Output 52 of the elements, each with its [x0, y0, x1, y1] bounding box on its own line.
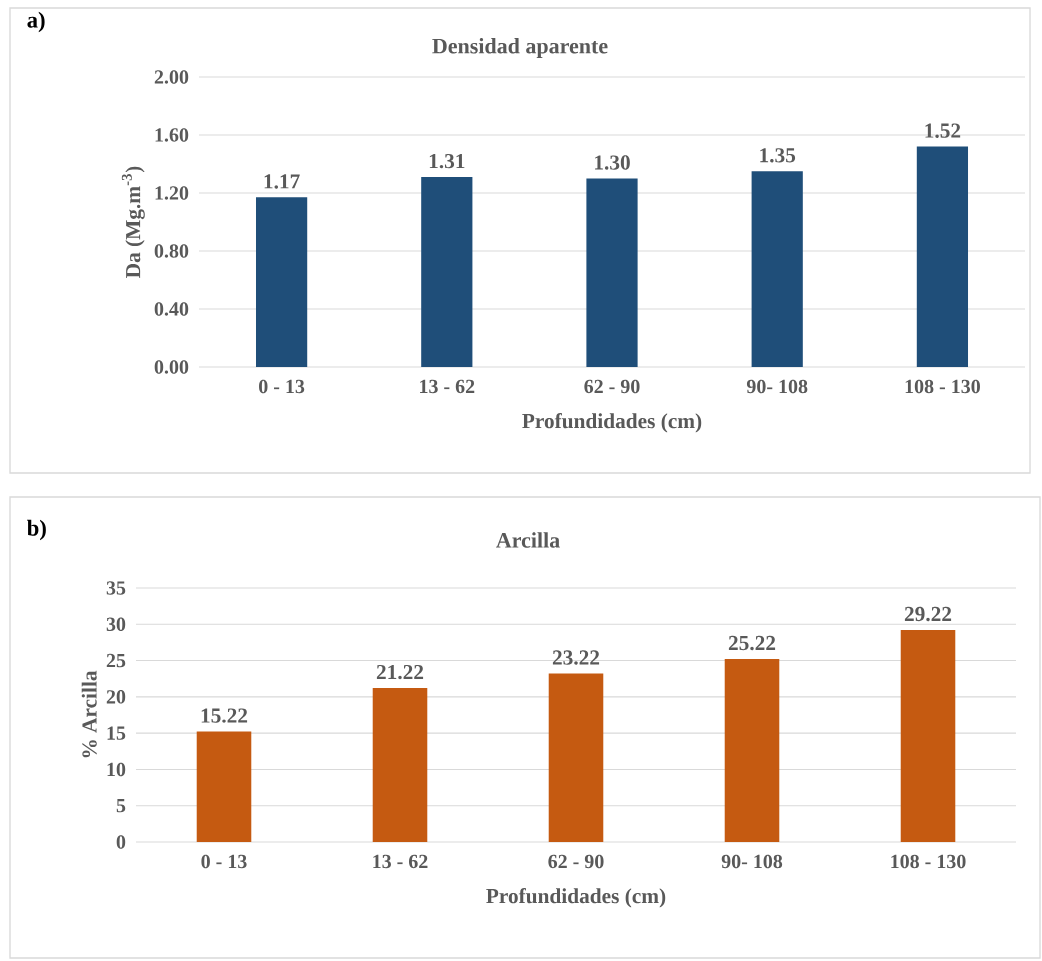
- chart-title: Arcilla: [496, 532, 560, 548]
- bar: [916, 146, 969, 368]
- y-tick-label: 15: [107, 726, 126, 740]
- bar: [751, 171, 803, 368]
- x-tick-label: 62 - 90: [548, 854, 604, 869]
- x-tick-label: 90- 108: [746, 379, 808, 394]
- x-tick-label: 108 - 130: [905, 379, 980, 394]
- data-label: 29.22: [904, 606, 952, 622]
- data-label: 1.30: [595, 155, 630, 170]
- chart-title: Densidad aparente: [432, 38, 608, 58]
- x-tick-label: 0 - 13: [201, 854, 247, 869]
- y-tick-label: 0.80: [154, 244, 189, 258]
- bar: [900, 629, 956, 843]
- y-axis-title: % Arcilla: [81, 670, 97, 758]
- data-label: 1.35: [760, 148, 796, 163]
- y-tick-label: 20: [106, 690, 126, 704]
- x-axis-title: Profundidades (cm): [522, 413, 702, 433]
- x-tick-label: 0 - 13: [259, 379, 305, 394]
- data-label: 1.17: [264, 174, 300, 189]
- y-tick-label: 0: [116, 835, 126, 849]
- bar: [586, 178, 638, 368]
- y-tick-label: 1.60: [155, 128, 189, 142]
- x-axis-title: Profundidades (cm): [486, 888, 666, 908]
- y-tick-label: 25: [106, 653, 126, 668]
- x-tick-label: 13 - 62: [420, 379, 475, 394]
- bar: [724, 658, 780, 843]
- y-tick-label: 30: [106, 617, 126, 632]
- y-tick-label: 0.00: [154, 360, 189, 374]
- data-label: 21.22: [376, 664, 424, 680]
- text: a): [27, 11, 45, 33]
- bar: [196, 731, 252, 843]
- data-label: 23.22: [552, 650, 600, 665]
- x-tick-label: 13 - 62: [373, 854, 428, 869]
- y-tick-label: 5: [116, 799, 126, 813]
- y-tick-label: 35: [106, 581, 126, 595]
- bar: [421, 177, 473, 368]
- y-axis-title: Da (Mg.m$^{-3}$): [121, 166, 145, 278]
- y-tick-label: 2.00: [154, 70, 189, 84]
- data-label: 1.31: [429, 153, 465, 169]
- data-label: 15.22: [201, 708, 248, 723]
- text: b): [27, 519, 46, 541]
- bar: [548, 673, 604, 843]
- bar: [256, 197, 308, 368]
- y-tick-label: 0.40: [154, 302, 189, 316]
- y-tick-label: 1.20: [155, 186, 189, 200]
- y-tick-label: 10: [107, 762, 126, 777]
- x-tick-label: 62 - 90: [584, 379, 640, 394]
- x-tick-label: 108 - 130: [891, 854, 966, 869]
- data-label: 1.52: [925, 123, 961, 138]
- data-label: 25.22: [728, 635, 776, 651]
- bar: [372, 688, 428, 843]
- x-tick-label: 90- 108: [721, 854, 783, 869]
